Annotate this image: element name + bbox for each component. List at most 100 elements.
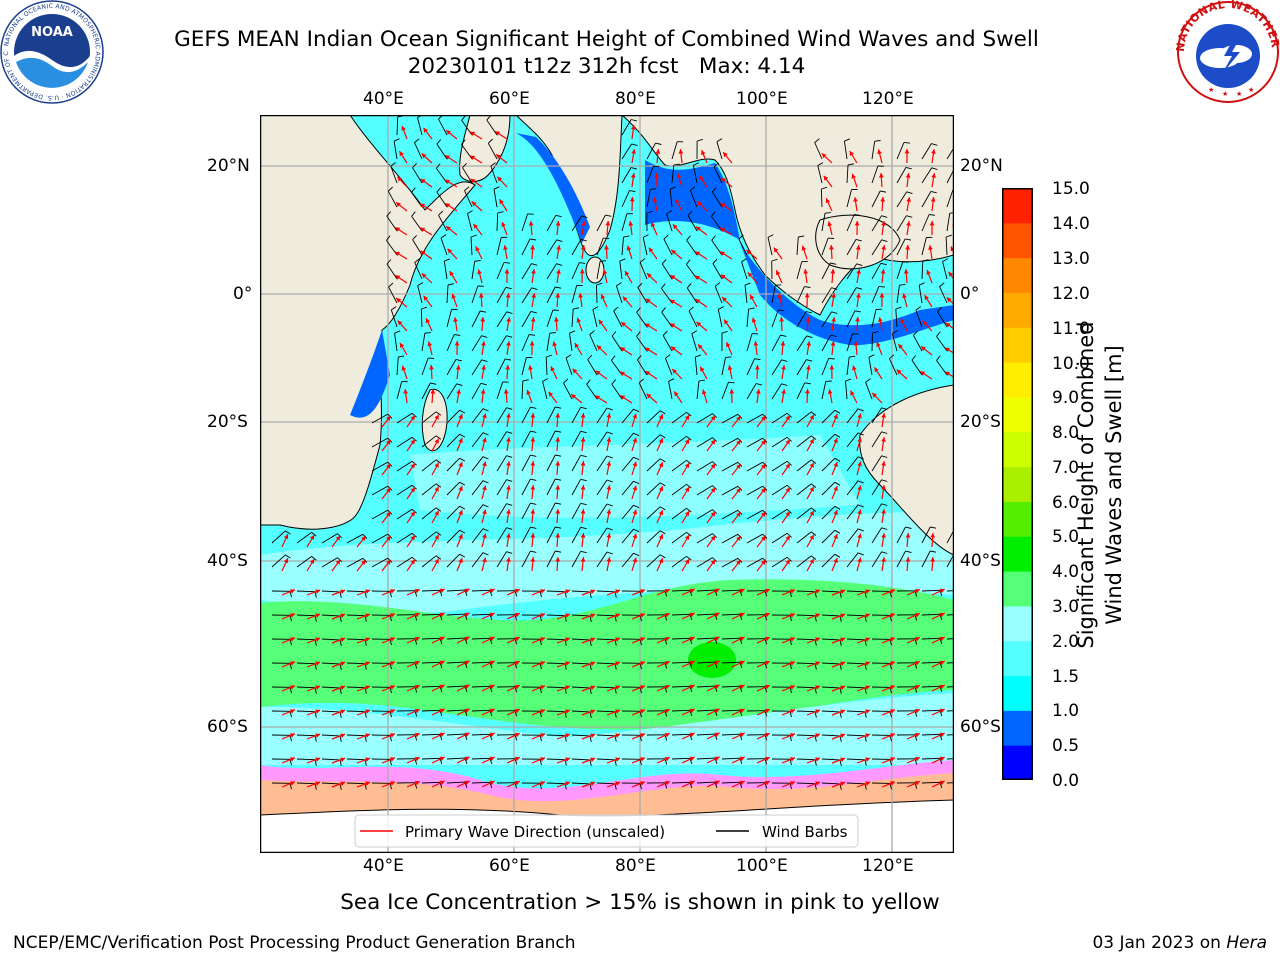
wave-arrow-head xyxy=(458,486,463,491)
wind-barb-flag xyxy=(481,335,488,338)
wind-barb xyxy=(821,686,841,689)
wave-arrow-head xyxy=(565,685,571,690)
wind-barb xyxy=(671,165,675,184)
wave-arrow-head xyxy=(290,781,295,786)
wave-arrow-head xyxy=(489,732,495,738)
wind-barb-flag xyxy=(611,355,616,361)
wind-barb-flag xyxy=(530,310,537,314)
wind-barb xyxy=(496,358,506,376)
wind-barb xyxy=(496,551,507,568)
wave-arrow-head xyxy=(615,589,621,594)
wind-barb-flag xyxy=(580,430,587,434)
wave-arrow-head xyxy=(630,173,636,178)
wave-arrow-head xyxy=(710,511,716,517)
wave-arrow-head xyxy=(658,558,664,564)
footer-left: NCEP/EMC/Verification Post Processing Pr… xyxy=(13,933,576,953)
wind-barb-flag xyxy=(456,383,463,387)
wind-barb xyxy=(571,455,582,472)
colorbar-segment xyxy=(1002,431,1033,468)
wave-arrow-head xyxy=(865,589,871,594)
wave-arrow-head xyxy=(615,781,621,786)
wave-arrow-head xyxy=(365,757,371,762)
wave-arrow-head xyxy=(905,173,911,178)
wind-barb xyxy=(446,529,460,544)
wind-barb xyxy=(871,527,882,544)
lon-tick-bottom-60e: 60°E xyxy=(489,856,530,876)
wave-arrow-head xyxy=(714,780,720,785)
wind-barb xyxy=(646,189,651,208)
wave-arrow-head xyxy=(876,342,881,347)
wave-arrow-head xyxy=(921,346,926,351)
wind-barb-flag xyxy=(659,506,666,511)
wind-barb-flag xyxy=(780,334,787,337)
wind-barb-flag xyxy=(636,331,641,337)
wind-barb xyxy=(571,638,591,641)
wind-barb xyxy=(721,661,741,664)
wind-barb xyxy=(671,435,687,448)
wind-barb-flag xyxy=(864,639,867,646)
wave-arrow-head xyxy=(753,341,759,346)
wind-barb xyxy=(388,286,398,304)
wind-barb xyxy=(713,166,723,184)
colorbar-border xyxy=(1002,188,1033,780)
wave-arrow-head xyxy=(396,202,401,207)
wind-barb-flag xyxy=(642,234,649,238)
wind-barb xyxy=(493,189,498,208)
wind-barb-flag xyxy=(631,119,638,122)
wave-arrow-head xyxy=(939,732,945,738)
wind-barb xyxy=(896,550,906,568)
wave-arrow-head xyxy=(736,464,741,469)
wave-arrow-head xyxy=(390,685,395,690)
wind-barb xyxy=(771,412,788,424)
wave-arrow-head xyxy=(720,203,726,208)
wave-arrow-head xyxy=(658,510,664,516)
wind-barb xyxy=(671,757,691,760)
wind-barb-flag xyxy=(614,591,617,598)
wind-barb xyxy=(296,532,312,544)
wind-barb xyxy=(871,215,882,232)
wind-barb-flag xyxy=(864,687,867,694)
wave-arrow-head xyxy=(628,221,634,226)
wind-barb-flag xyxy=(390,162,396,167)
wind-barb xyxy=(921,637,941,640)
wind-barb-flag xyxy=(459,433,466,438)
wave-arrow-head xyxy=(434,462,439,468)
wind-barb xyxy=(911,359,923,376)
wind-barb xyxy=(738,238,748,256)
wind-barb-flag xyxy=(614,639,617,646)
wind-barb xyxy=(446,383,458,400)
wind-barb xyxy=(586,384,598,400)
wind-barb xyxy=(346,686,366,689)
wind-barb-flag xyxy=(711,235,716,241)
wind-barb xyxy=(461,144,473,160)
wind-barb xyxy=(687,215,698,232)
wave-arrow-head xyxy=(827,221,833,227)
wave-arrow-head xyxy=(856,269,861,274)
wave-arrow-head xyxy=(905,533,911,538)
wave-arrow-head xyxy=(914,613,920,618)
wave-height-map[interactable]: Primary Wave Direction (unscaled) Wind B… xyxy=(259,114,970,854)
wave-arrow-head xyxy=(309,535,315,540)
wave-arrow-head xyxy=(626,245,632,251)
wave-arrow-head xyxy=(857,485,862,491)
wave-arrow-head xyxy=(945,347,951,352)
wave-arrow-head xyxy=(506,557,511,562)
wave-arrow-head xyxy=(840,661,846,666)
wind-barb-flag xyxy=(686,531,692,537)
colorbar-segment xyxy=(1002,188,1033,224)
wind-barb xyxy=(921,685,941,688)
wave-arrow-head xyxy=(865,685,871,690)
wave-arrow-head xyxy=(340,637,346,642)
wind-barb-flag xyxy=(614,663,617,670)
wave-arrow-head xyxy=(710,415,716,421)
cb-tick-0: 0.0 xyxy=(1052,771,1080,791)
wave-arrow-head xyxy=(449,271,454,276)
wind-barb xyxy=(464,190,473,208)
wind-barb xyxy=(621,143,633,160)
wave-arrow-head xyxy=(580,437,586,442)
wave-arrow-head xyxy=(390,589,395,594)
wave-arrow-head xyxy=(514,660,520,666)
wind-barb-flag xyxy=(633,480,640,485)
wind-barb xyxy=(846,638,866,641)
wave-arrow-head xyxy=(805,389,810,394)
